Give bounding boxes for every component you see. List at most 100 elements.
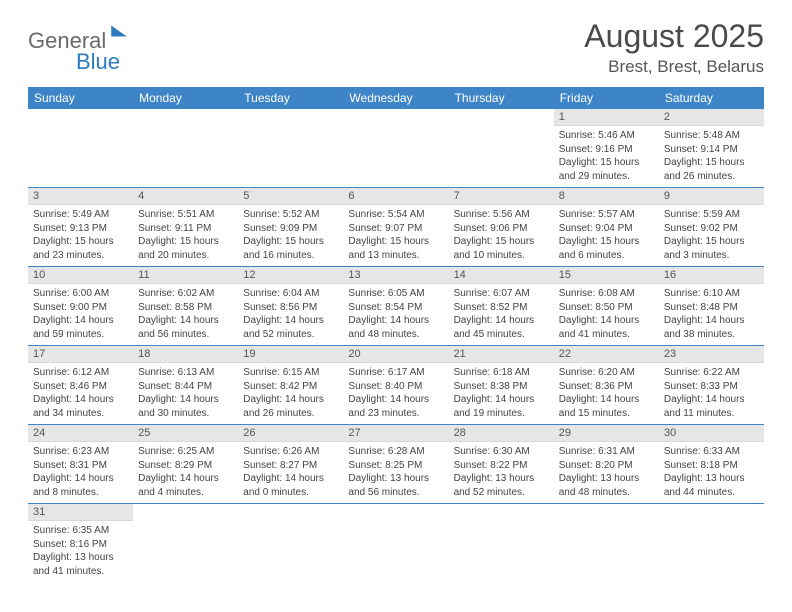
calendar-week-row: 3 Sunrise: 5:49 AMSunset: 9:13 PM Daylight… — [28, 188, 764, 267]
day-number: 23 — [659, 346, 764, 363]
calendar-week-row: 17Sunrise: 6:12 AMSunset: 8:46 PMDayligh… — [28, 346, 764, 425]
calendar-empty-cell — [28, 109, 133, 188]
sunset-text: Sunset: 8:22 PM — [454, 459, 549, 473]
sunrise-text: Sunrise: 6:22 AM — [664, 366, 759, 380]
calendar-day-cell: 30Sunrise: 6:33 AMSunset: 8:18 PMDayligh… — [659, 425, 764, 504]
calendar-day-cell: 20Sunrise: 6:17 AMSunset: 8:40 PMDayligh… — [343, 346, 448, 425]
day-details: Sunrise: 6:25 AMSunset: 8:29 PMDaylight:… — [133, 442, 238, 503]
calendar-week-row: 24Sunrise: 6:23 AMSunset: 8:31 PMDayligh… — [28, 425, 764, 504]
sunrise-text: Sunrise: 6:07 AM — [454, 287, 549, 301]
calendar-empty-cell — [238, 504, 343, 583]
calendar-day-cell: 23Sunrise: 6:22 AMSunset: 8:33 PMDayligh… — [659, 346, 764, 425]
sunset-text: Sunset: 8:44 PM — [138, 380, 233, 394]
daylight-text: Daylight: 15 hours and 3 minutes. — [664, 235, 759, 262]
day-details: Sunrise: 6:26 AMSunset: 8:27 PMDaylight:… — [238, 442, 343, 503]
sunset-text: Sunset: 9:06 PM — [454, 222, 549, 236]
calendar-empty-cell — [554, 504, 659, 583]
sunset-text: Sunset: 8:52 PM — [454, 301, 549, 315]
calendar-empty-cell — [449, 109, 554, 188]
day-number: 20 — [343, 346, 448, 363]
daylight-text: Daylight: 15 hours and 6 minutes. — [559, 235, 654, 262]
daylight-text: Daylight: 14 hours and 56 minutes. — [138, 314, 233, 341]
daylight-text: Daylight: 14 hours and 15 minutes. — [559, 393, 654, 420]
calendar-day-cell: 5Sunrise: 5:52 AMSunset: 9:09 PMDaylight… — [238, 188, 343, 267]
day-number: 17 — [28, 346, 133, 363]
weekday-header: Tuesday — [238, 87, 343, 109]
daylight-text: Daylight: 14 hours and 26 minutes. — [243, 393, 338, 420]
calendar-day-cell: 28Sunrise: 6:30 AMSunset: 8:22 PMDayligh… — [449, 425, 554, 504]
daylight-text: Daylight: 15 hours and 10 minutes. — [454, 235, 549, 262]
sunrise-text: Sunrise: 6:13 AM — [138, 366, 233, 380]
sunrise-text: Sunrise: 5:46 AM — [559, 129, 654, 143]
day-details: Sunrise: 6:05 AMSunset: 8:54 PMDaylight:… — [343, 284, 448, 345]
day-number: 5 — [238, 188, 343, 205]
daylight-text: Daylight: 13 hours and 56 minutes. — [348, 472, 443, 499]
day-details: Sunrise: 6:02 AMSunset: 8:58 PMDaylight:… — [133, 284, 238, 345]
calendar-day-cell: 21Sunrise: 6:18 AMSunset: 8:38 PMDayligh… — [449, 346, 554, 425]
sunset-text: Sunset: 9:00 PM — [33, 301, 128, 315]
sunrise-text: Sunrise: 6:00 AM — [33, 287, 128, 301]
calendar-day-cell: 6Sunrise: 5:54 AMSunset: 9:07 PMDaylight… — [343, 188, 448, 267]
day-number: 14 — [449, 267, 554, 284]
day-number: 16 — [659, 267, 764, 284]
day-details: Sunrise: 6:07 AMSunset: 8:52 PMDaylight:… — [449, 284, 554, 345]
sunset-text: Sunset: 9:09 PM — [243, 222, 338, 236]
calendar-week-row: 1Sunrise: 5:46 AMSunset: 9:16 PMDaylight… — [28, 109, 764, 188]
sunset-text: Sunset: 8:46 PM — [33, 380, 128, 394]
day-number: 25 — [133, 425, 238, 442]
sunrise-text: Sunrise: 6:31 AM — [559, 445, 654, 459]
day-details: Sunrise: 6:20 AMSunset: 8:36 PMDaylight:… — [554, 363, 659, 424]
sunset-text: Sunset: 9:13 PM — [33, 222, 128, 236]
day-details: Sunrise: 6:30 AMSunset: 8:22 PMDaylight:… — [449, 442, 554, 503]
day-details: Sunrise: 6:15 AMSunset: 8:42 PMDaylight:… — [238, 363, 343, 424]
header: GeneralBlue August 2025 Brest, Brest, Be… — [28, 18, 764, 77]
day-details: Sunrise: 6:12 AMSunset: 8:46 PMDaylight:… — [28, 363, 133, 424]
daylight-text: Daylight: 15 hours and 16 minutes. — [243, 235, 338, 262]
calendar-table: SundayMondayTuesdayWednesdayThursdayFrid… — [28, 87, 764, 582]
day-details: Sunrise: 6:08 AMSunset: 8:50 PMDaylight:… — [554, 284, 659, 345]
day-details: Sunrise: 6:28 AMSunset: 8:25 PMDaylight:… — [343, 442, 448, 503]
day-details: Sunrise: 6:22 AMSunset: 8:33 PMDaylight:… — [659, 363, 764, 424]
daylight-text: Daylight: 14 hours and 0 minutes. — [243, 472, 338, 499]
sunrise-text: Sunrise: 5:49 AM — [33, 208, 128, 222]
sunrise-text: Sunrise: 6:18 AM — [454, 366, 549, 380]
sunset-text: Sunset: 9:16 PM — [559, 143, 654, 157]
sunrise-text: Sunrise: 6:05 AM — [348, 287, 443, 301]
calendar-day-cell: 27Sunrise: 6:28 AMSunset: 8:25 PMDayligh… — [343, 425, 448, 504]
day-details: Sunrise: 6:10 AMSunset: 8:48 PMDaylight:… — [659, 284, 764, 345]
day-number: 12 — [238, 267, 343, 284]
sunset-text: Sunset: 8:31 PM — [33, 459, 128, 473]
day-number: 9 — [659, 188, 764, 205]
calendar-day-cell: 16Sunrise: 6:10 AMSunset: 8:48 PMDayligh… — [659, 267, 764, 346]
daylight-text: Daylight: 14 hours and 45 minutes. — [454, 314, 549, 341]
calendar-day-cell: 26Sunrise: 6:26 AMSunset: 8:27 PMDayligh… — [238, 425, 343, 504]
daylight-text: Daylight: 14 hours and 11 minutes. — [664, 393, 759, 420]
sunrise-text: Sunrise: 6:08 AM — [559, 287, 654, 301]
sunrise-text: Sunrise: 5:57 AM — [559, 208, 654, 222]
day-number: 27 — [343, 425, 448, 442]
day-number: 8 — [554, 188, 659, 205]
day-details: Sunrise: 5:56 AMSunset: 9:06 PMDaylight:… — [449, 205, 554, 266]
sunrise-text: Sunrise: 6:30 AM — [454, 445, 549, 459]
daylight-text: Daylight: 14 hours and 8 minutes. — [33, 472, 128, 499]
daylight-text: Daylight: 14 hours and 38 minutes. — [664, 314, 759, 341]
sunrise-text: Sunrise: 6:33 AM — [664, 445, 759, 459]
calendar-day-cell: 7Sunrise: 5:56 AMSunset: 9:06 PMDaylight… — [449, 188, 554, 267]
calendar-empty-cell — [659, 504, 764, 583]
sunset-text: Sunset: 8:40 PM — [348, 380, 443, 394]
sunrise-text: Sunrise: 5:52 AM — [243, 208, 338, 222]
sunrise-text: Sunrise: 6:25 AM — [138, 445, 233, 459]
daylight-text: Daylight: 14 hours and 41 minutes. — [559, 314, 654, 341]
weekday-header: Friday — [554, 87, 659, 109]
calendar-week-row: 31Sunrise: 6:35 AMSunset: 8:16 PMDayligh… — [28, 504, 764, 583]
daylight-text: Daylight: 15 hours and 29 minutes. — [559, 156, 654, 183]
day-details: Sunrise: 6:13 AMSunset: 8:44 PMDaylight:… — [133, 363, 238, 424]
calendar-day-cell: 13Sunrise: 6:05 AMSunset: 8:54 PMDayligh… — [343, 267, 448, 346]
day-number: 3 — [28, 188, 133, 205]
day-details: Sunrise: 5:52 AMSunset: 9:09 PMDaylight:… — [238, 205, 343, 266]
sunrise-text: Sunrise: 6:35 AM — [33, 524, 128, 538]
calendar-header-row: SundayMondayTuesdayWednesdayThursdayFrid… — [28, 87, 764, 109]
calendar-day-cell: 24Sunrise: 6:23 AMSunset: 8:31 PMDayligh… — [28, 425, 133, 504]
calendar-day-cell: 18Sunrise: 6:13 AMSunset: 8:44 PMDayligh… — [133, 346, 238, 425]
day-details: Sunrise: 6:23 AMSunset: 8:31 PMDaylight:… — [28, 442, 133, 503]
